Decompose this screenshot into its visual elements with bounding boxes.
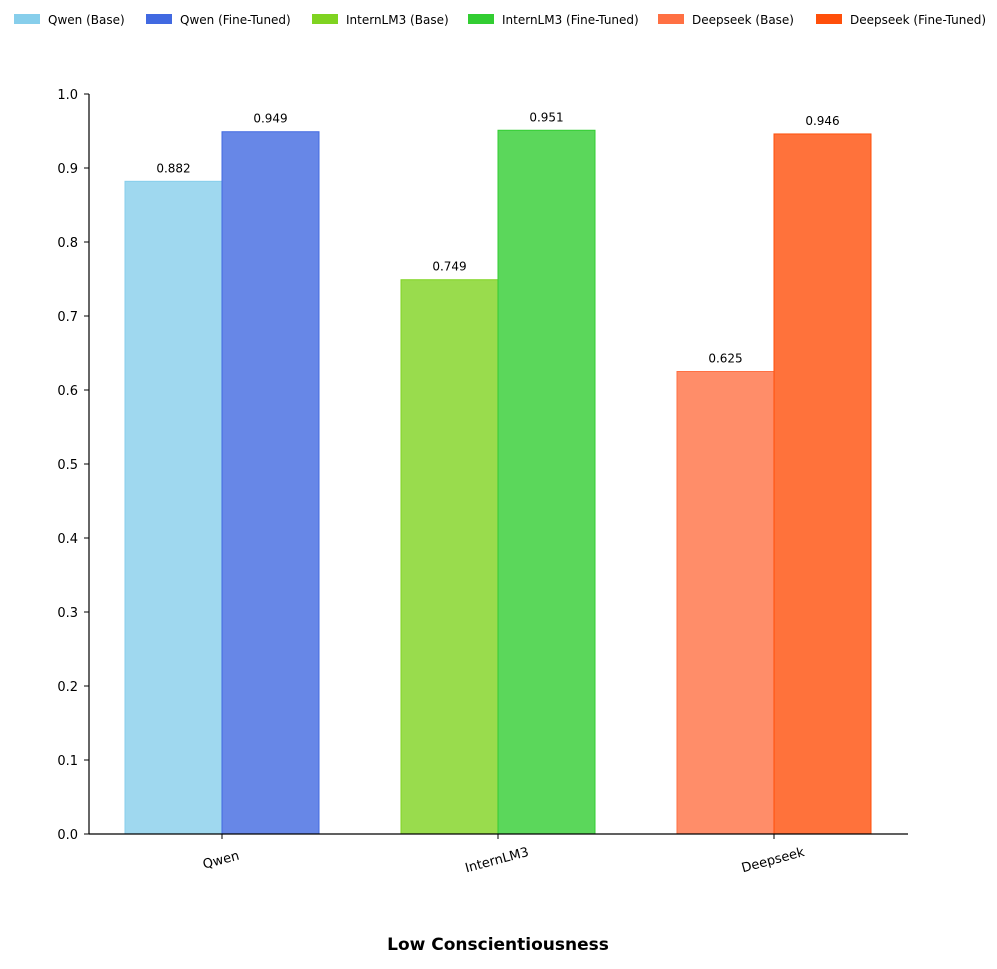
y-tick-label: 1.0 <box>57 88 78 103</box>
legend-swatch <box>658 14 684 24</box>
y-tick-label: 0.1 <box>57 754 78 769</box>
bar-internlm3-fine-tuned <box>497 129 596 835</box>
x-axis-title: Low Conscientiousness <box>387 935 609 955</box>
legend-label: InternLM3 (Base) <box>346 13 449 27</box>
legend-swatch <box>14 14 40 24</box>
bar-internlm3-base <box>400 279 499 835</box>
legend-label: Deepseek (Fine-Tuned) <box>850 13 986 27</box>
value-label: 0.951 <box>529 110 563 124</box>
legend-label: InternLM3 (Fine-Tuned) <box>502 13 639 27</box>
x-tick-label: InternLM3 <box>464 845 531 876</box>
y-tick-label: 0.8 <box>57 236 78 251</box>
value-label: 0.949 <box>253 112 287 126</box>
value-labels-group: 0.882 0.949 0.749 0.951 0.625 0.946 <box>156 110 839 365</box>
value-label: 0.946 <box>805 114 839 128</box>
legend-label: Deepseek (Base) <box>692 13 794 27</box>
bar-qwen-fine-tuned <box>221 131 320 835</box>
y-tick-label: 0.7 <box>57 310 78 325</box>
y-tick-label: 0.2 <box>57 680 78 695</box>
bar-qwen-base <box>124 180 223 835</box>
value-label: 0.625 <box>708 352 742 366</box>
legend-swatch <box>312 14 338 24</box>
x-tick-label: Deepseek <box>740 845 807 876</box>
legend-label: Qwen (Base) <box>48 13 125 27</box>
x-tick-label: Qwen <box>201 849 241 873</box>
value-label: 0.882 <box>156 161 190 175</box>
value-label: 0.749 <box>432 260 466 274</box>
y-tick-label: 0.0 <box>57 828 78 843</box>
y-axis: 0.0 0.1 0.2 0.3 0.4 0.5 0.6 0.7 0.8 0.9 1.0 <box>57 88 90 843</box>
bar-deepseek-base <box>676 371 775 835</box>
y-tick-label: 0.6 <box>57 384 78 399</box>
legend-label: Qwen (Fine-Tuned) <box>180 13 291 27</box>
legend-swatch <box>816 14 842 24</box>
y-tick-label: 0.9 <box>57 162 78 177</box>
y-tick-label: 0.3 <box>57 606 78 621</box>
bars-group <box>124 129 872 835</box>
y-tick-label: 0.4 <box>57 532 78 547</box>
legend-swatch <box>468 14 494 24</box>
y-tick-label: 0.5 <box>57 458 78 473</box>
legend-swatch <box>146 14 172 24</box>
x-axis: Qwen InternLM3 Deepseek <box>89 833 908 876</box>
bar-deepseek-fine-tuned <box>773 133 872 835</box>
legend: Qwen (Base) Qwen (Fine-Tuned) InternLM3 (B… <box>14 13 986 27</box>
